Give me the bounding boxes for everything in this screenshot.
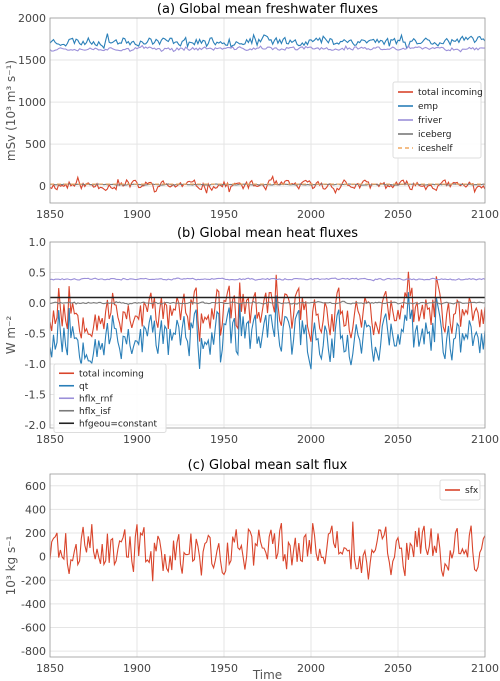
- y-tick-label: 0.5: [29, 266, 47, 279]
- y-tick-label: 0: [39, 180, 46, 193]
- series-line-hflx-isf: [50, 300, 485, 306]
- y-axis-label: mSv (10³ m³ s⁻¹): [4, 60, 18, 161]
- x-tick-label: 2000: [297, 662, 325, 675]
- chart-panel-2: 1850 1900 1950 2000 2050 2100 1.0 0.5 0.0 -0.5 -1.…: [4, 226, 499, 446]
- y-tick-label: 200: [25, 527, 46, 540]
- chart-panel-1: 1850 1900 1950 2000 2050 2100 0 500 1000 1500 2000…: [4, 2, 499, 221]
- x-tick-label: 1900: [123, 433, 151, 446]
- x-tick-label: 1950: [210, 433, 238, 446]
- x-tick-label: 2000: [297, 208, 325, 221]
- legend-label: qt: [79, 382, 89, 392]
- series-line-sfx: [50, 521, 485, 582]
- x-tick-label: 2100: [471, 208, 499, 221]
- y-tick-label: 1000: [18, 96, 46, 109]
- x-tick-label: 2050: [384, 662, 412, 675]
- plot-area: [50, 474, 485, 657]
- series-line-emp: [50, 32, 485, 50]
- x-tick-label: 2050: [384, 433, 412, 446]
- y-tick-label: -0.5: [25, 327, 46, 340]
- series-line-friver: [50, 44, 485, 53]
- y-tick-label: -400: [21, 598, 46, 611]
- legend-label: friver: [418, 116, 442, 126]
- chart-title: (c) Global mean salt flux: [188, 458, 348, 473]
- chart-panel-3: 1850 1900 1950 2000 2050 21006004002000-200-4…: [4, 458, 499, 681]
- y-tick-label: 1.0: [29, 236, 47, 249]
- axes-frame: [49, 241, 486, 429]
- x-tick-label: 1900: [123, 208, 151, 221]
- y-tick-label: 500: [25, 138, 46, 151]
- y-tick-label: 600: [25, 480, 46, 493]
- axes-frame: [49, 473, 486, 658]
- legend-label: iceshelf: [418, 144, 453, 154]
- y-tick-label: 400: [25, 503, 46, 516]
- legend-label: emp: [418, 102, 438, 112]
- y-tick-label: -2.0: [25, 419, 46, 432]
- chart-title: (b) Global mean heat fluxes: [177, 226, 358, 241]
- y-tick-label: 1500: [18, 54, 46, 67]
- legend-label: hfgeou=constant: [79, 419, 157, 429]
- series-line-total-incoming: [50, 271, 485, 342]
- y-tick-label: -600: [21, 621, 46, 634]
- y-tick-label: -1.5: [25, 388, 46, 401]
- legend-label: sfx: [465, 486, 479, 496]
- series-line-qt: [50, 292, 485, 370]
- x-tick-label: 1850: [36, 433, 64, 446]
- x-tick-label: 2100: [471, 662, 499, 675]
- chart-title: (a) Global mean freshwater fluxes: [157, 2, 378, 17]
- x-tick-label: 1850: [36, 662, 64, 675]
- y-tick-label: -1.0: [25, 358, 46, 371]
- y-tick-label: -800: [21, 645, 46, 658]
- x-tick-label: 1950: [210, 662, 238, 675]
- legend-box: [53, 363, 167, 433]
- x-tick-label: 1900: [123, 662, 151, 675]
- x-axis-label: Time: [252, 668, 282, 681]
- y-tick-label: 0.0: [29, 297, 47, 310]
- y-tick-label: 0: [39, 551, 46, 564]
- y-tick-label: -200: [21, 574, 46, 587]
- x-tick-label: 2050: [384, 208, 412, 221]
- legend-label: total incoming: [79, 369, 144, 379]
- legend-label: total incoming: [418, 88, 483, 98]
- legend-label: hflx_isf: [79, 407, 111, 417]
- series-line-hflx-rnf: [50, 277, 485, 282]
- y-tick-label: 2000: [18, 12, 46, 25]
- x-tick-label: 2100: [471, 433, 499, 446]
- x-tick-label: 2000: [297, 433, 325, 446]
- x-tick-label: 1850: [36, 208, 64, 221]
- legend-label: hflx_rnf: [79, 394, 113, 404]
- axes-frame: [49, 17, 486, 204]
- x-tick-label: 1950: [210, 208, 238, 221]
- legend-box: [392, 81, 482, 159]
- legend-label: iceberg: [418, 130, 452, 140]
- y-axis-label: 10³ kg s⁻¹: [4, 535, 18, 595]
- y-axis-label: W m⁻²: [4, 316, 18, 355]
